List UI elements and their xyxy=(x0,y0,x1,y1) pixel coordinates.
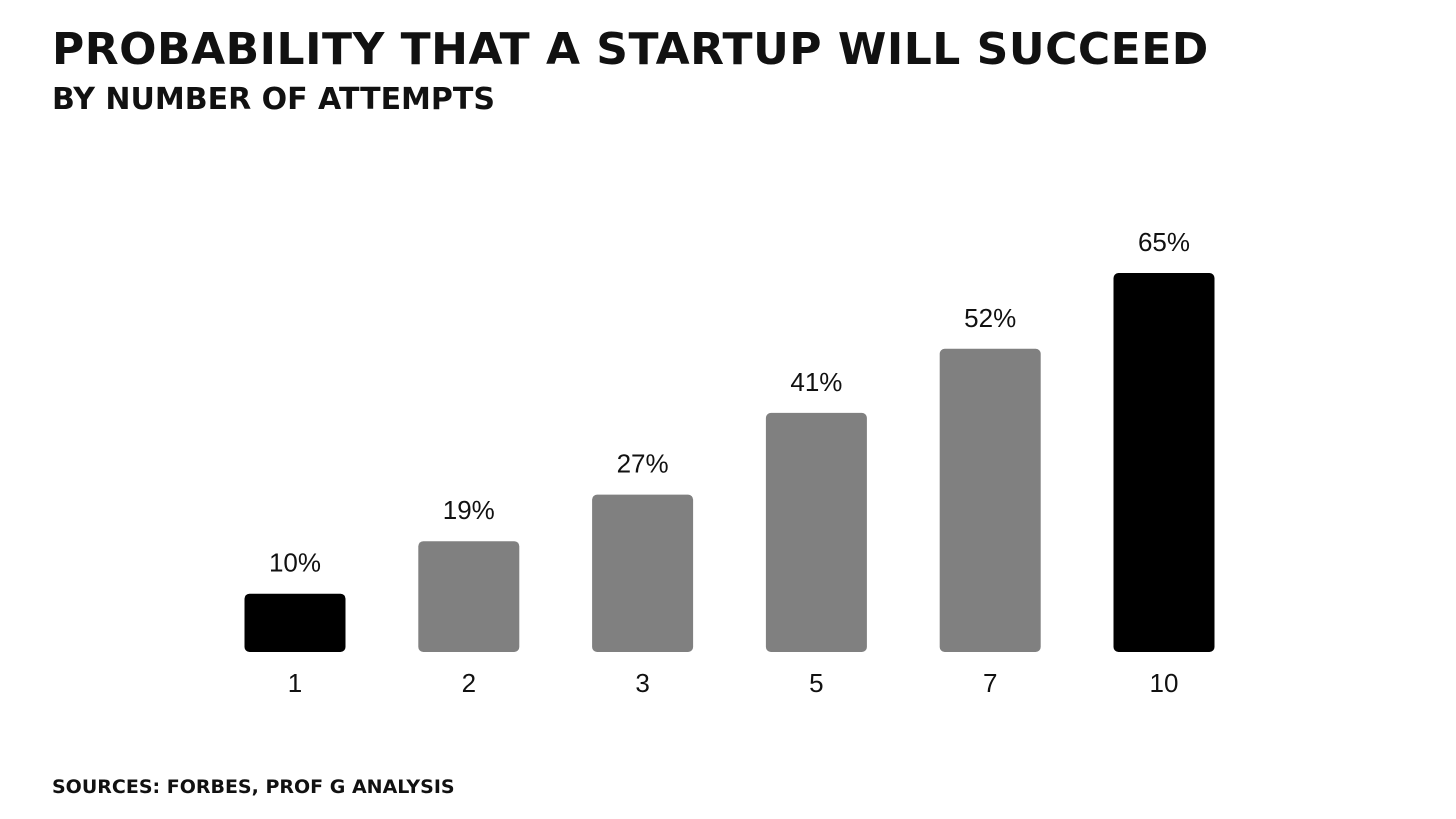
source-note: SOURCES: FORBES, PROF G ANALYSIS xyxy=(52,776,455,798)
value-label-7: 52% xyxy=(964,303,1016,333)
category-label-2: 2 xyxy=(462,668,476,698)
value-label-10: 65% xyxy=(1138,227,1190,257)
bar-2 xyxy=(418,541,520,652)
category-label-3: 3 xyxy=(635,668,649,698)
value-label-3: 27% xyxy=(617,449,669,479)
category-label-1: 1 xyxy=(288,668,302,698)
bar-7 xyxy=(939,348,1041,652)
category-label-10: 10 xyxy=(1150,668,1179,698)
value-label-1: 10% xyxy=(269,548,321,578)
value-label-5: 41% xyxy=(790,367,842,397)
bar-10 xyxy=(1113,273,1215,652)
chart-title: PROBABILITY THAT A STARTUP WILL SUCCEED xyxy=(52,24,1209,75)
value-label-2: 19% xyxy=(443,495,495,525)
category-label-5: 5 xyxy=(809,668,823,698)
bar-5 xyxy=(765,412,867,652)
chart-subtitle: BY NUMBER OF ATTEMPTS xyxy=(52,82,495,117)
bar-3 xyxy=(592,494,694,652)
category-label-7: 7 xyxy=(983,668,997,698)
bar-1 xyxy=(244,593,346,652)
